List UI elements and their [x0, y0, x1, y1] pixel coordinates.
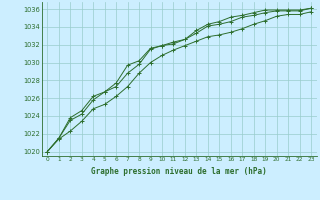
- X-axis label: Graphe pression niveau de la mer (hPa): Graphe pression niveau de la mer (hPa): [91, 167, 267, 176]
